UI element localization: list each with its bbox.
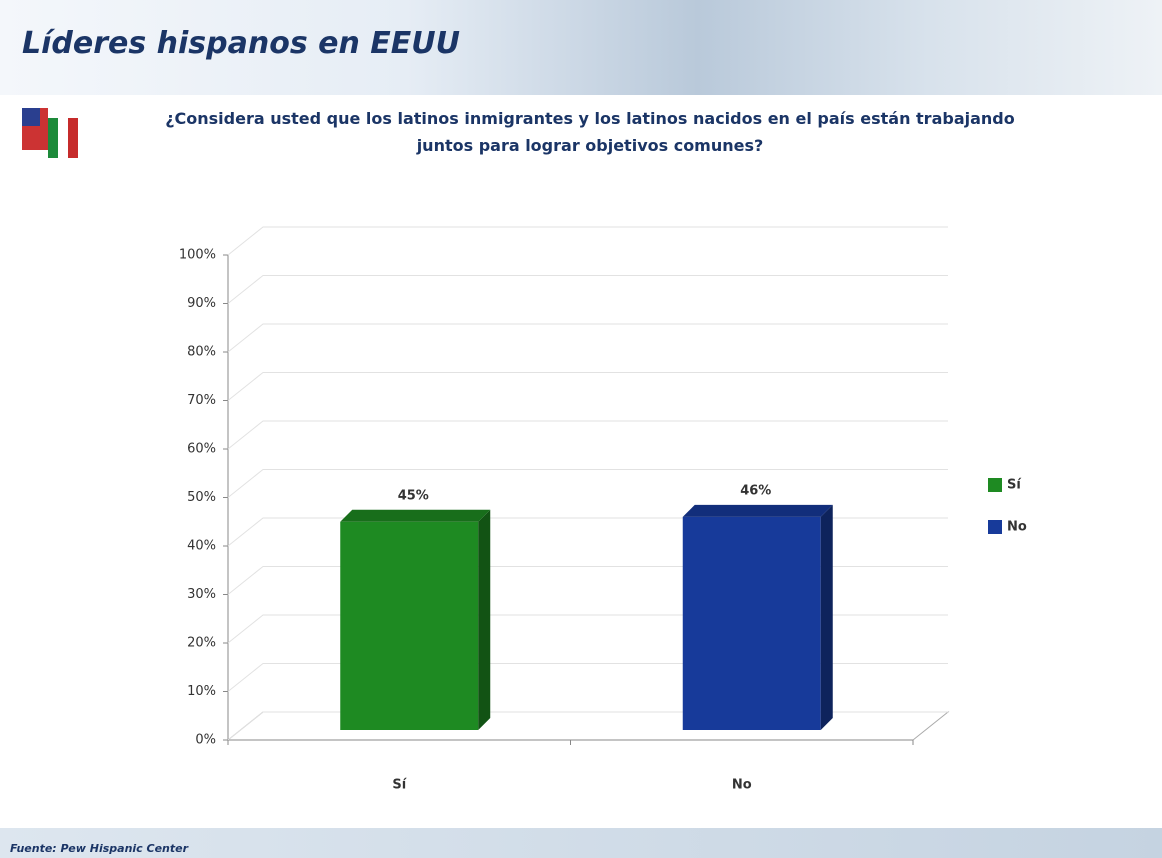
y-tick-label: 80% — [187, 345, 216, 360]
y-tick-label: 40% — [187, 539, 216, 554]
y-tick-label: 50% — [187, 490, 216, 505]
grid-line — [227, 517, 948, 547]
legend-swatch — [988, 478, 1002, 492]
slide-title: Líderes hispanos en EEUU — [22, 26, 461, 61]
floor-edge — [227, 711, 950, 741]
grid-line — [227, 711, 948, 741]
grid-line — [227, 420, 948, 450]
legend-label: No — [1007, 520, 1027, 535]
grid-line — [227, 226, 948, 256]
y-tick-label: 70% — [187, 393, 216, 408]
y-tick-label: 100% — [179, 248, 216, 263]
grid-line — [227, 614, 948, 644]
y-tick-label: 30% — [187, 587, 216, 602]
bar-side — [478, 509, 491, 730]
bar-side — [820, 504, 833, 730]
bar-top — [682, 504, 833, 517]
y-tick-label: 60% — [187, 442, 216, 457]
bar — [340, 521, 479, 730]
x-tick-label: No — [732, 778, 752, 793]
source: Fuente: Pew Hispanic Center — [10, 842, 189, 855]
footer-band: Fuente: Pew Hispanic Center — [0, 828, 1162, 858]
y-tick-label: 0% — [195, 733, 216, 748]
value-label: 45% — [398, 488, 429, 503]
bar-top — [340, 509, 491, 522]
bar — [682, 516, 821, 730]
y-tick-label: 90% — [187, 296, 216, 311]
flag-icon — [22, 108, 78, 158]
grid-line — [227, 469, 948, 498]
grid-line — [227, 275, 948, 304]
grid-line — [227, 566, 948, 595]
legend-swatch — [988, 520, 1002, 534]
grid-line — [227, 372, 948, 401]
y-tick-label: 10% — [187, 684, 216, 699]
chart: 0% 10% 20% 30% 40% 50% 60% 70% 80% 90% 100% Sí No 45%… — [179, 226, 1027, 793]
x-tick-label: Sí — [392, 778, 407, 793]
grid-line — [227, 323, 948, 353]
grid-line — [227, 663, 948, 692]
y-tick-label: 20% — [187, 636, 216, 651]
question: ¿Considera usted que los latinos inmigra… — [165, 109, 1015, 155]
legend-label: Sí — [1007, 478, 1022, 493]
value-label: 46% — [740, 483, 771, 498]
header-band: Líderes hispanos en EEUU — [0, 0, 1162, 95]
